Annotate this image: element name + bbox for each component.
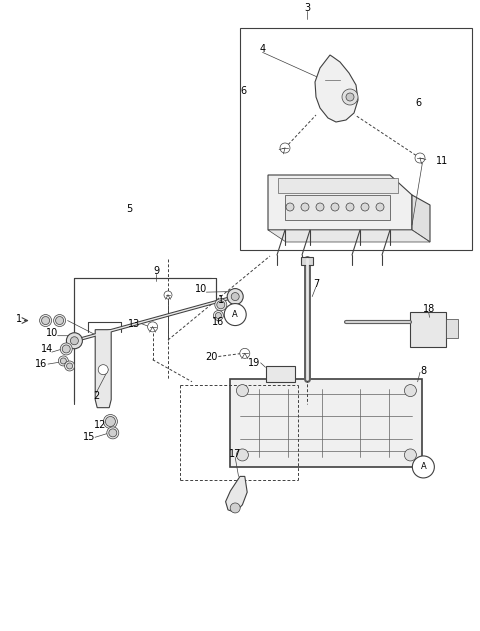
Circle shape [236, 449, 249, 461]
Bar [410, 312, 446, 347]
Text: 16: 16 [212, 317, 225, 327]
Polygon shape [95, 329, 111, 408]
Text: 18: 18 [422, 304, 435, 314]
Circle shape [346, 203, 354, 211]
Circle shape [342, 89, 358, 105]
Circle shape [227, 288, 243, 305]
Circle shape [65, 361, 74, 371]
Circle shape [54, 314, 66, 327]
Circle shape [361, 203, 369, 211]
Circle shape [59, 356, 68, 366]
Circle shape [109, 429, 117, 437]
Circle shape [67, 363, 72, 369]
Text: 2: 2 [93, 391, 99, 401]
Text: 3: 3 [304, 3, 310, 13]
Polygon shape [230, 379, 422, 467]
Polygon shape [412, 195, 430, 242]
Text: 12: 12 [94, 420, 106, 430]
Circle shape [107, 427, 119, 439]
Text: 10: 10 [194, 284, 207, 294]
Circle shape [404, 385, 416, 397]
Text: 14: 14 [41, 344, 53, 354]
Bar [446, 319, 458, 338]
Bar [301, 257, 313, 266]
Circle shape [376, 203, 384, 211]
Circle shape [415, 153, 425, 163]
Circle shape [216, 312, 221, 319]
Circle shape [103, 415, 118, 428]
Text: 6: 6 [240, 86, 246, 97]
Text: 7: 7 [313, 279, 320, 289]
Circle shape [60, 358, 66, 364]
Circle shape [42, 317, 49, 324]
Circle shape [404, 449, 416, 461]
Circle shape [236, 385, 249, 397]
Text: 20: 20 [205, 351, 217, 362]
Circle shape [214, 310, 223, 321]
Polygon shape [268, 175, 412, 230]
Text: 10: 10 [46, 327, 58, 338]
Text: 16: 16 [35, 359, 47, 369]
Text: A: A [232, 310, 238, 319]
Bar [240, 28, 472, 250]
Circle shape [215, 298, 227, 311]
Circle shape [286, 203, 294, 211]
Circle shape [346, 93, 354, 101]
Circle shape [224, 304, 246, 326]
Circle shape [60, 343, 72, 355]
Circle shape [106, 416, 115, 427]
Text: 4: 4 [260, 44, 265, 54]
Polygon shape [315, 55, 358, 122]
Circle shape [164, 291, 172, 299]
Bar [266, 366, 295, 382]
Text: 11: 11 [435, 156, 448, 166]
Text: 19: 19 [248, 358, 261, 368]
Circle shape [39, 314, 52, 327]
Circle shape [217, 301, 225, 309]
Circle shape [240, 348, 250, 358]
Circle shape [230, 503, 240, 513]
Circle shape [148, 322, 157, 332]
Circle shape [412, 456, 434, 478]
Text: 17: 17 [229, 449, 241, 459]
Circle shape [56, 317, 63, 324]
Bar [278, 178, 398, 193]
Polygon shape [226, 476, 247, 512]
Circle shape [280, 143, 290, 153]
Bar [285, 195, 390, 220]
Circle shape [231, 293, 239, 300]
Text: 5: 5 [126, 204, 133, 215]
Polygon shape [268, 230, 430, 242]
Circle shape [66, 333, 83, 349]
Circle shape [331, 203, 339, 211]
Text: A: A [420, 463, 426, 471]
Text: 9: 9 [153, 266, 159, 276]
Text: 6: 6 [416, 98, 421, 108]
Text: 1: 1 [218, 295, 224, 305]
Text: 1: 1 [16, 314, 22, 324]
Text: 8: 8 [421, 366, 427, 376]
Circle shape [98, 365, 108, 375]
Text: 13: 13 [128, 319, 141, 329]
Circle shape [316, 203, 324, 211]
Circle shape [71, 337, 78, 345]
Circle shape [301, 203, 309, 211]
Circle shape [62, 345, 70, 353]
Text: 15: 15 [83, 432, 95, 442]
